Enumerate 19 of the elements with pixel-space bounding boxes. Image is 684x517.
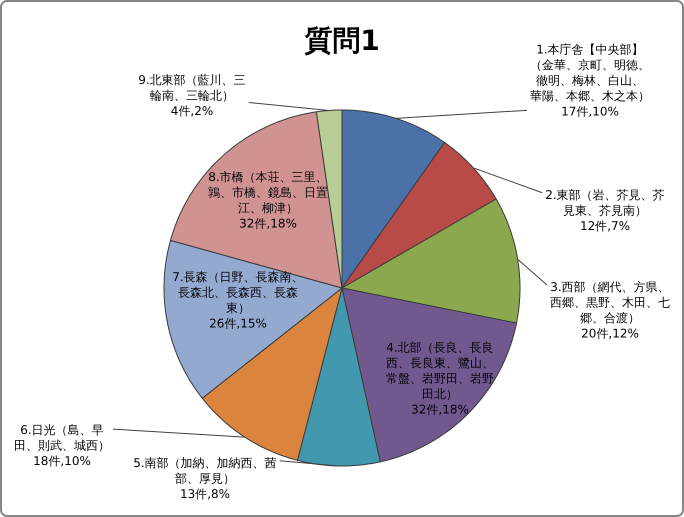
slice-label: 2.東部（岩、芥見、芥見東、芥見南） xyxy=(545,188,665,218)
data-label: 32件,18% xyxy=(239,216,297,230)
data-label: 26件,15% xyxy=(209,316,267,330)
slice-label: 7.長森（日野、長森南、長森北、長森西、長森東） xyxy=(172,270,304,315)
slice-label: 1.本庁舎【中央部】（金華、京町、明徳、徹明、梅林、白山、華陽、本郷、木之本） xyxy=(530,42,650,103)
slice-label: 8.市橋（本荘、三里、鶉、市橋、鏡島、日置江、柳津） xyxy=(208,170,328,215)
data-label: 20件,12% xyxy=(581,326,639,340)
data-label: 12件,7% xyxy=(580,218,630,233)
slice-label: 9.北東部（藍川、三輪南、三輪北） xyxy=(138,72,246,102)
data-label: 4件,2% xyxy=(170,104,214,118)
slice-label: 5.南部（加納、加納西、茜部、厚見） xyxy=(133,456,277,486)
slice-label: 3.西部（網代、方県、西郷、黒野、木田、七郷、合渡） xyxy=(550,280,670,325)
data-label: 18件,10% xyxy=(33,454,91,468)
data-label: 17件,10% xyxy=(561,104,619,118)
slice-label: 4.北部（長良、長良西、長良東、鷺山、常盤、岩野田、岩野田北） xyxy=(386,340,494,401)
chart-title: 質問1 xyxy=(303,24,380,57)
slice-label: 6.日光（島、早田、則武、城西） xyxy=(14,422,110,452)
data-label: 13件,8% xyxy=(180,486,230,501)
data-label: 32件,18% xyxy=(411,402,469,416)
